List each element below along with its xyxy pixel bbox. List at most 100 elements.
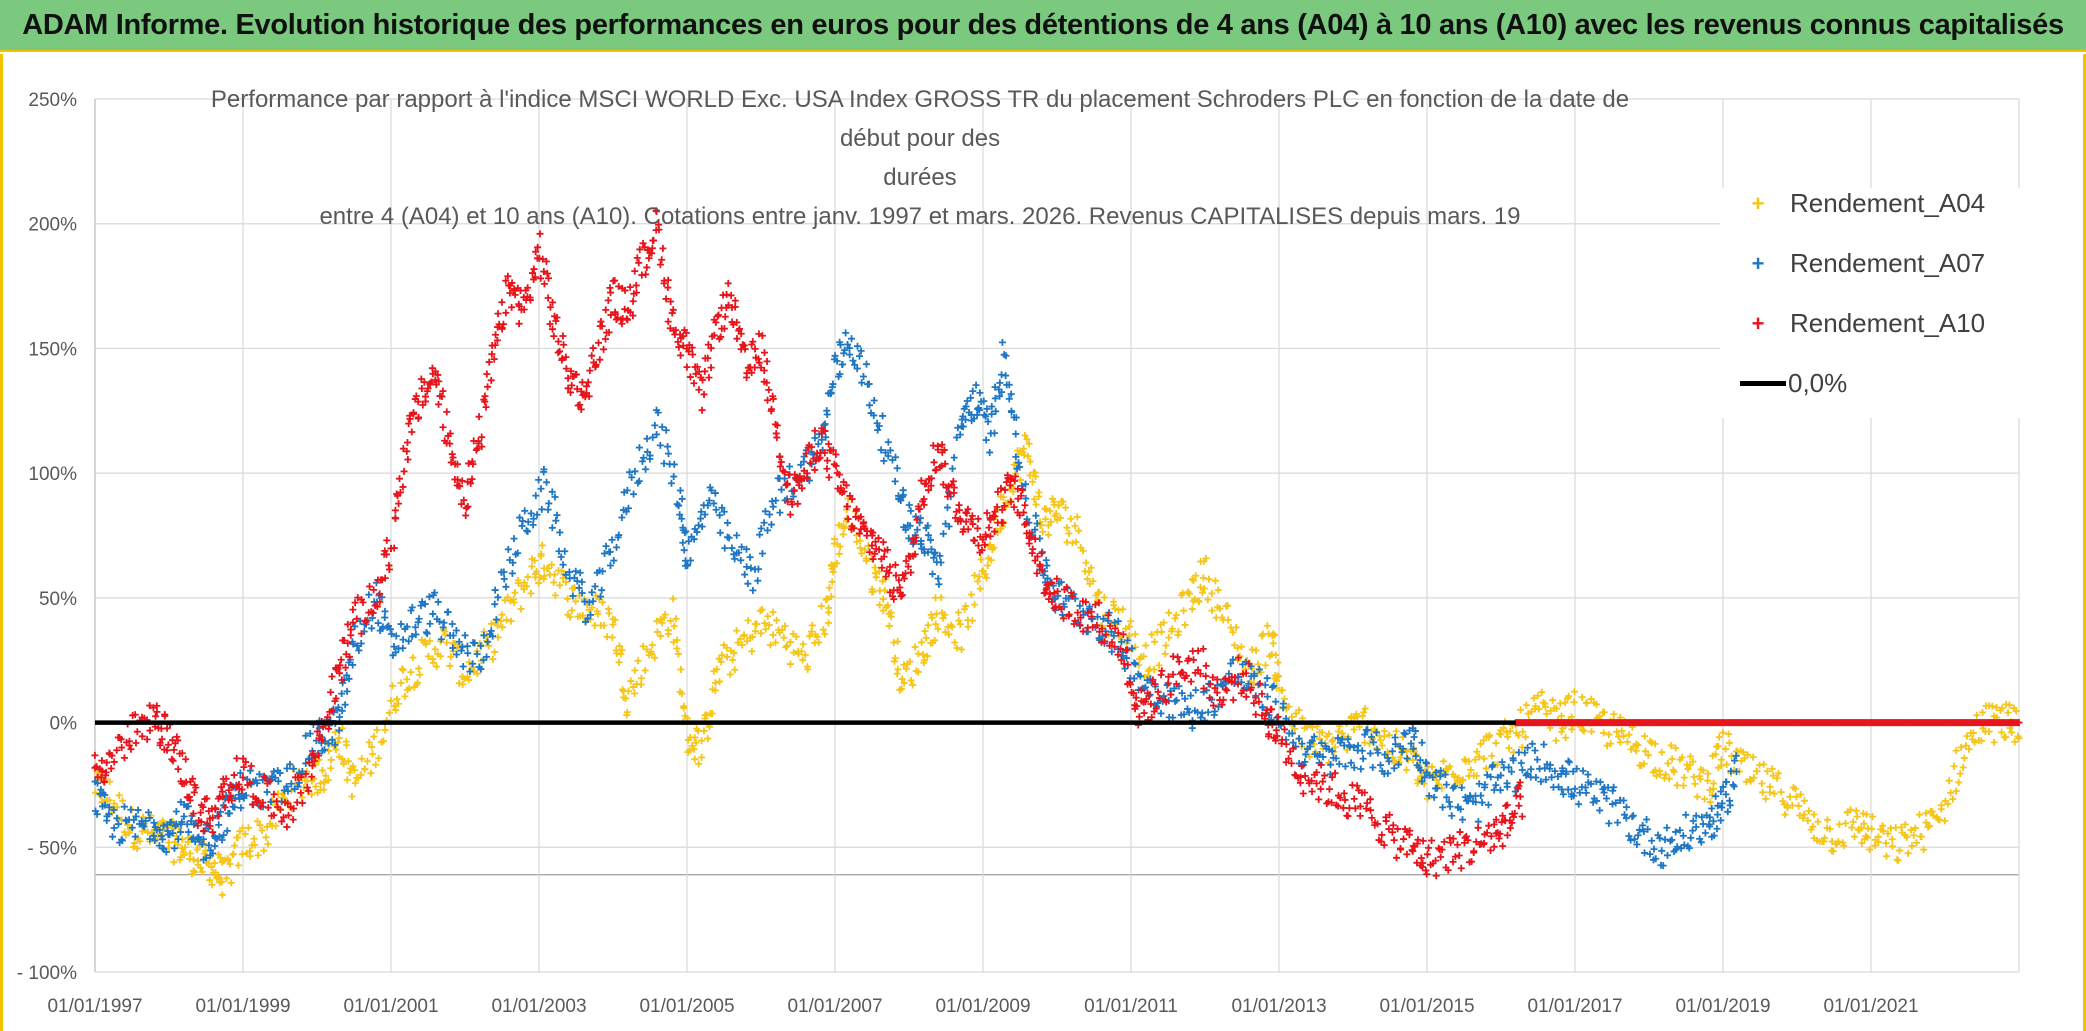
data-point [912, 534, 920, 542]
data-point [747, 564, 755, 572]
data-point [627, 677, 635, 685]
data-point [335, 726, 343, 734]
data-point [342, 664, 350, 672]
data-point [485, 358, 493, 366]
data-point [421, 393, 429, 401]
data-point [1361, 789, 1369, 797]
data-point [1956, 770, 1964, 778]
data-point [1896, 847, 1904, 855]
data-point [417, 602, 425, 610]
data-point [1162, 698, 1170, 706]
data-point [1918, 833, 1926, 841]
data-point [618, 646, 626, 654]
data-point [1795, 802, 1803, 810]
data-point [725, 534, 733, 542]
data-point [708, 710, 716, 718]
data-point [601, 550, 609, 558]
data-point [373, 726, 381, 734]
data-point [588, 352, 596, 360]
data-point [361, 765, 369, 773]
data-point [311, 753, 319, 761]
data-point [765, 386, 773, 394]
data-point [534, 243, 542, 251]
data-point [271, 774, 279, 782]
data-point [900, 679, 908, 687]
data-point [1791, 785, 1799, 793]
data-point [1237, 643, 1245, 651]
data-point [1063, 524, 1071, 532]
data-point [674, 338, 682, 346]
data-point [237, 804, 245, 812]
data-point [1689, 817, 1697, 825]
data-point [1331, 769, 1339, 777]
data-point [415, 413, 423, 421]
data-point [1256, 680, 1264, 688]
data-point [807, 628, 815, 636]
data-point [615, 658, 623, 666]
data-point [1126, 680, 1134, 688]
data-point [335, 669, 343, 677]
legend-label: Rendement_A07 [1790, 248, 1986, 278]
data-point [1515, 782, 1523, 790]
data-point [1762, 795, 1770, 803]
data-point [142, 817, 150, 825]
data-point [1287, 759, 1295, 767]
data-point [1407, 740, 1415, 748]
data-point [1680, 841, 1688, 849]
data-point [1570, 792, 1578, 800]
data-point [531, 557, 539, 565]
data-point [1370, 738, 1378, 746]
data-point [1055, 502, 1063, 510]
data-point [1503, 728, 1511, 736]
data-point [220, 780, 228, 788]
data-point [954, 424, 962, 432]
data-point [1620, 732, 1628, 740]
data-point [630, 490, 638, 498]
data-point [484, 383, 492, 391]
data-point [1860, 820, 1868, 828]
data-point [868, 532, 876, 540]
data-point [608, 536, 616, 544]
data-point [491, 341, 499, 349]
data-point [230, 771, 238, 779]
data-point [283, 783, 291, 791]
data-point [423, 387, 431, 395]
data-point [447, 458, 455, 466]
data-point [682, 527, 690, 535]
data-point [294, 783, 302, 791]
data-point [1631, 835, 1639, 843]
data-point [605, 328, 613, 336]
data-point [781, 475, 789, 483]
data-point [264, 840, 272, 848]
data-point [1043, 562, 1051, 570]
data-point [1039, 528, 1047, 536]
data-point [962, 416, 970, 424]
data-point [757, 629, 765, 637]
data-point [764, 612, 772, 620]
x-tick-label: 01/01/2017 [1527, 996, 1622, 1017]
data-point [1295, 706, 1303, 714]
data-point [497, 617, 505, 625]
data-point [473, 650, 481, 658]
data-point [440, 619, 448, 627]
data-point [743, 373, 751, 381]
data-point [1382, 817, 1390, 825]
data-point [1149, 676, 1157, 684]
data-point [969, 387, 977, 395]
data-point [1339, 804, 1347, 812]
data-point [920, 495, 928, 503]
data-point [186, 849, 194, 857]
data-point [1181, 621, 1189, 629]
data-point [735, 549, 743, 557]
data-point [734, 639, 742, 647]
data-point [289, 816, 297, 824]
data-point [415, 615, 423, 623]
data-point [320, 786, 328, 794]
data-point [751, 364, 759, 372]
data-point [1185, 655, 1193, 663]
data-point [1516, 778, 1524, 786]
data-point [321, 778, 329, 786]
data-point [913, 516, 921, 524]
data-point [152, 712, 160, 720]
data-point [1374, 820, 1382, 828]
